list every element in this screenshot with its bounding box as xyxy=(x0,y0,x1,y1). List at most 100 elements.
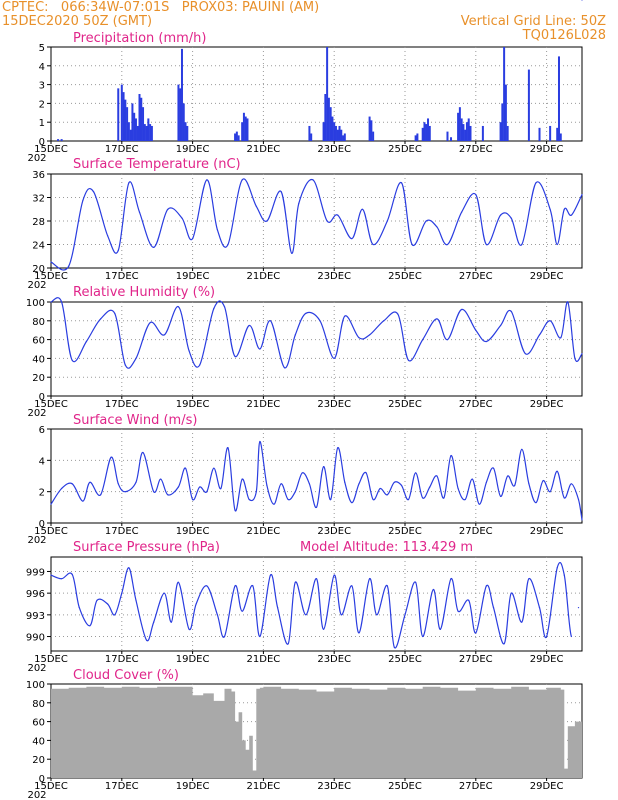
wind-point xyxy=(266,484,268,486)
wind-ytick-label: 4 xyxy=(39,456,45,467)
temp-xtick-label: 19DEC xyxy=(176,271,210,282)
rh-point xyxy=(149,322,151,324)
wind-point xyxy=(386,494,388,496)
precip-bar xyxy=(140,97,143,141)
precip-bar xyxy=(182,103,185,141)
rh-point xyxy=(358,337,360,339)
wind-point xyxy=(542,480,544,482)
temp-series-line xyxy=(50,178,583,271)
temp-point xyxy=(436,226,438,228)
wind-point xyxy=(213,467,215,469)
wind-point xyxy=(234,509,236,512)
pressure-point xyxy=(468,599,470,602)
precip-bar xyxy=(129,129,132,141)
wind-point xyxy=(153,491,155,493)
pressure-ytick-label: 990 xyxy=(26,633,45,644)
pressure-point xyxy=(305,614,307,616)
wind-point xyxy=(581,519,583,521)
pressure-point xyxy=(259,635,261,638)
precip-bar xyxy=(467,118,470,141)
pressure-point xyxy=(393,646,395,649)
pressure-point xyxy=(369,578,371,580)
temp-point xyxy=(107,235,109,237)
wind-xtick-label: 25DEC xyxy=(388,526,422,537)
wind-ytick-label: 0 xyxy=(39,519,45,530)
wind-point xyxy=(379,487,381,490)
rh-point xyxy=(485,340,487,343)
precip-bar xyxy=(506,125,509,141)
rh-point xyxy=(163,334,165,336)
wind-point xyxy=(177,486,179,488)
temp-xtick-label: 21DEC xyxy=(247,271,281,282)
pressure-xtick-label: 21DEC xyxy=(247,654,281,665)
rh-point xyxy=(100,318,102,320)
pressure-point xyxy=(177,581,179,583)
cloud-xtick-label: 21DEC xyxy=(247,781,281,792)
pressure-point xyxy=(546,635,548,638)
wind-ytick-label: 6 xyxy=(39,425,45,436)
precip-xtick-label: 23DEC xyxy=(317,144,351,155)
temp-point xyxy=(581,194,583,196)
temp-xtick-label: 15DEC xyxy=(34,271,68,282)
pressure-point xyxy=(376,614,378,616)
temp-point xyxy=(280,191,282,193)
wind-point xyxy=(372,498,374,501)
rh-ytick-label: 100 xyxy=(26,298,45,309)
rh-point xyxy=(538,334,541,336)
wind-frame xyxy=(50,428,583,524)
pressure-point xyxy=(492,607,495,609)
temp-point xyxy=(117,249,119,251)
precip-bar xyxy=(481,125,484,141)
rh-point xyxy=(581,353,583,355)
rh-xtick-sub: 202 xyxy=(27,408,46,419)
rh-xtick-label: 27DEC xyxy=(459,399,493,410)
pressure-point xyxy=(528,578,530,580)
rh-series-line xyxy=(50,297,583,369)
cloud-ytick-label: 40 xyxy=(32,736,45,747)
pressure-point xyxy=(163,592,165,594)
pressure-point xyxy=(50,574,52,576)
precip-bar xyxy=(368,116,371,141)
pressure-xtick-label: 23DEC xyxy=(317,654,351,665)
precip-bar xyxy=(370,120,373,141)
pressure-xtick-label: 29DEC xyxy=(530,654,564,665)
temp-point xyxy=(400,182,403,184)
temp-point xyxy=(206,179,208,181)
wind-point xyxy=(117,483,119,485)
pressure-point xyxy=(386,585,388,587)
pressure-point xyxy=(521,621,523,623)
pressure-point xyxy=(351,585,353,587)
pressure-ytick-label: 993 xyxy=(26,611,45,622)
rh-point xyxy=(85,340,87,343)
precip-bar xyxy=(127,122,130,141)
pressure-point xyxy=(170,621,172,623)
wind-xtick-label: 29DEC xyxy=(530,526,564,537)
wind-point xyxy=(570,483,573,485)
wind-point xyxy=(535,502,537,504)
precip-bar xyxy=(549,125,552,141)
wind-point xyxy=(492,467,495,469)
pressure-point xyxy=(188,628,190,630)
wind-point xyxy=(500,495,502,497)
precip-bar xyxy=(241,122,244,141)
pressure-point xyxy=(195,603,197,605)
cloud-area xyxy=(51,686,582,778)
precip-bar xyxy=(499,122,502,141)
rh-frame xyxy=(50,301,583,397)
wind-point xyxy=(577,498,580,501)
rh-point xyxy=(319,320,321,322)
temp-point xyxy=(241,179,243,181)
precip-bar xyxy=(122,92,125,141)
temp-point xyxy=(50,261,52,263)
cloud-xtick-label: 23DEC xyxy=(317,781,351,792)
wind-point xyxy=(450,455,452,457)
wind-point xyxy=(124,491,126,493)
header-grid-line: Vertical Grid Line: 50Z xyxy=(460,14,606,29)
wind-point xyxy=(407,498,410,501)
rh-xtick-label: 19DEC xyxy=(176,399,210,410)
pressure-point xyxy=(252,585,254,587)
precip-bar xyxy=(446,131,449,141)
temp-point xyxy=(535,182,537,184)
precip-bar xyxy=(326,47,329,141)
temp-point xyxy=(153,246,155,248)
